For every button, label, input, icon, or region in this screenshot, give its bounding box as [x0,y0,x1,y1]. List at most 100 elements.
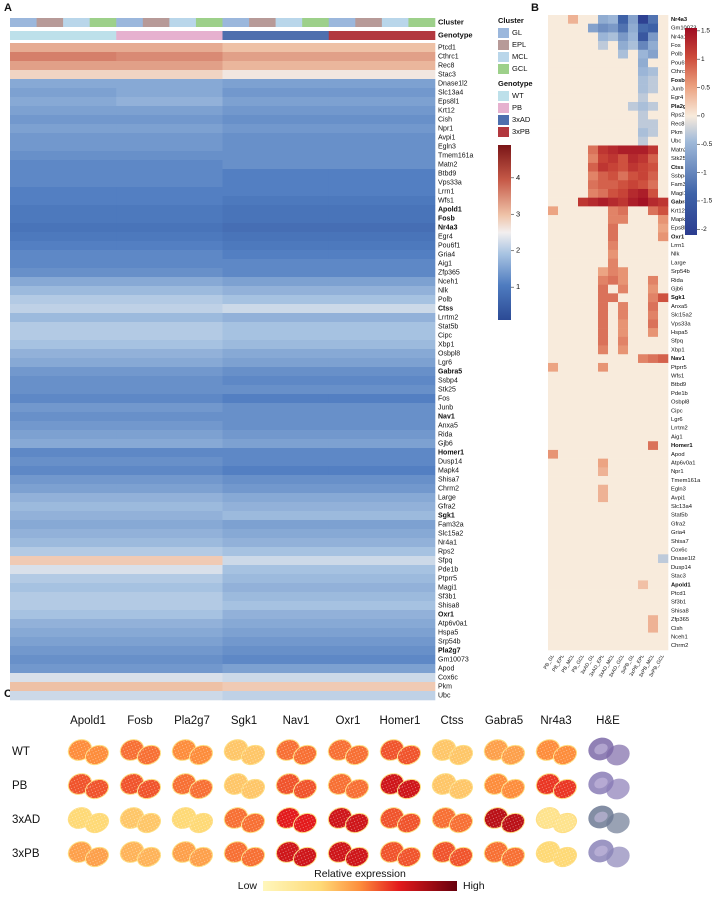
heatmap-cell [10,349,117,359]
heatmap-cell [548,136,559,146]
heatmap-cell [628,371,639,381]
heatmap-cell [588,554,599,564]
heatmap-cell [328,70,436,80]
heatmap-cell [222,115,330,125]
heatmap-cell [548,510,559,520]
heatmap-cell [638,75,649,85]
heatmap-cell [578,528,589,538]
heatmap-cell [648,41,659,51]
heatmap-cell [548,188,559,198]
heatmap-cell [598,293,609,303]
heatmap-cell [588,232,599,242]
heatmap-cell [222,421,330,431]
heatmap-cell [568,528,579,538]
heatmap-cell [588,23,599,33]
cluster-bar [249,18,276,27]
legend-label: EPL [512,40,526,49]
heatmap-cell [328,412,436,422]
heatmap-cell [116,70,223,80]
heatmap-cell [648,441,659,451]
heatmap-cell [578,32,589,42]
heatmap-cell [638,119,649,129]
heatmap-cell [608,215,619,225]
heatmap-cell [658,545,669,555]
heatmap-cell [578,571,589,581]
heatmap-cell [548,589,559,599]
heatmap-cell [568,467,579,477]
tissue-spots [431,841,474,868]
heatmap-cell [588,110,599,120]
heatmap-cell [222,493,330,503]
heatmap-cell [588,536,599,546]
heatmap-cell [558,554,569,564]
heatmap-cell [638,23,649,33]
heatmap-cell [588,128,599,138]
cluster-bar [381,18,409,27]
heatmap-cell [222,304,330,314]
heatmap-cell [10,628,117,638]
heatmap-cell [598,302,609,312]
heatmap-cell [558,215,569,225]
heatmap-cell [116,547,223,557]
heatmap-cell [116,196,223,206]
heatmap-cell [588,249,599,259]
heatmap-cell [328,115,436,125]
heatmap-cell [598,545,609,555]
gene-label: Btbd9 [438,170,456,177]
heatmap-cell [638,249,649,259]
colorbar-tick-label: -2 [701,226,707,233]
heatmap-cell [10,682,117,692]
heatmap-cell [578,432,589,442]
gene-label: Zfp365 [438,269,460,276]
heatmap-cell [548,563,559,573]
heatmap-cell [588,545,599,555]
heatmap-cell [222,394,330,404]
heatmap-cell [648,510,659,520]
heatmap-cell [618,215,629,225]
heatmap-cell [618,101,629,111]
heatmap-cell [10,376,117,386]
heatmap-cell [658,354,669,364]
heatmap-cell [658,380,669,390]
heatmap-cell [568,49,579,59]
heatmap-cell [638,415,649,425]
heatmap-cell [628,554,639,564]
heatmap-cell [618,632,629,642]
heatmap-cell [222,205,330,215]
gene-label: Lrrtm2 [671,426,688,432]
heatmap-cell [578,110,589,120]
heatmap-cell [598,563,609,573]
heatmap-cell [10,619,117,629]
heatmap-cell [638,67,649,77]
heatmap-cell [648,258,659,268]
heatmap-cell [648,267,659,277]
heatmap-cell [638,267,649,277]
heatmap-cell [328,439,436,449]
heatmap-cell [658,623,669,633]
heatmap-cell [568,67,579,77]
tissue-spots [223,773,266,800]
heatmap-cell [10,331,117,341]
heatmap-cell [648,188,659,198]
heatmap-cell [598,484,609,494]
gene-label: Tmem161a [438,152,474,159]
heatmap-cell [588,328,599,338]
heatmap-cell [328,223,436,233]
tissue-spots [67,841,110,868]
heatmap-cell [618,110,629,120]
heatmap-cell [10,601,117,611]
heatmap-cell [568,197,579,207]
heatmap-cell [588,571,599,581]
heatmap-cell [628,432,639,442]
heatmap-cell [598,58,609,68]
heatmap-cell [648,615,659,625]
heatmap-cell [116,295,223,305]
gene-label: Atp6v0a1 [671,461,696,467]
heatmap-cell [658,154,669,164]
heatmap-cell [618,119,629,129]
heatmap-cell [578,423,589,433]
heatmap-cell [222,241,330,251]
spot-texture [241,813,265,833]
heatmap-cell [116,610,223,620]
heatmap-cell [628,197,639,207]
